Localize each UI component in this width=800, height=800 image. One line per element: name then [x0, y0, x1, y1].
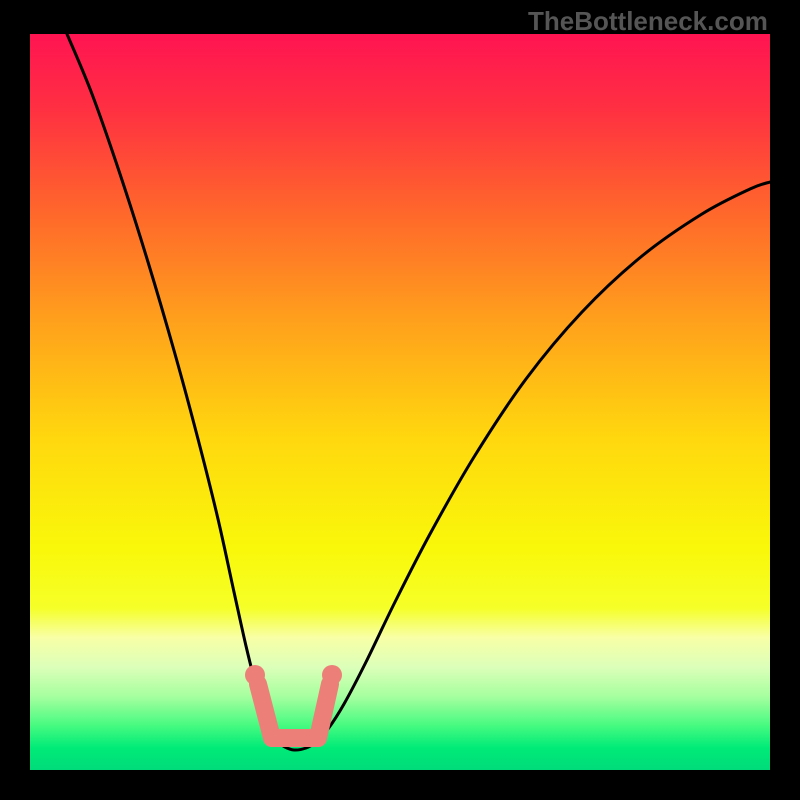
gradient-background	[30, 34, 770, 770]
highlight-dot	[322, 665, 342, 685]
watermark-text: TheBottleneck.com	[528, 6, 768, 37]
plot-svg	[30, 34, 770, 770]
plot-area	[30, 34, 770, 770]
highlight-dot	[245, 665, 265, 685]
highlight-segment	[318, 684, 330, 738]
